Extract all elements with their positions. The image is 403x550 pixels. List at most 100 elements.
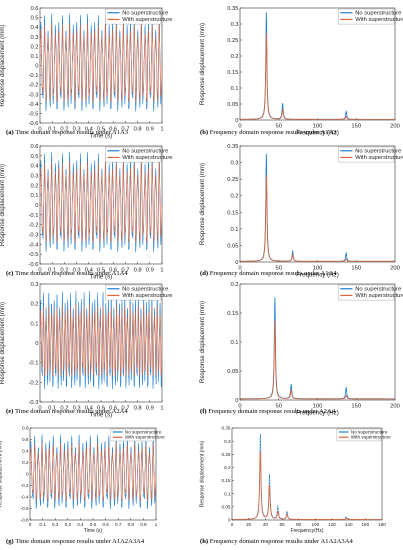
- caption-c: (c) Time domain response results under A…: [6, 270, 128, 277]
- y-tick-label: -0.8: [21, 518, 29, 523]
- y-tick-label: 0.3: [230, 161, 238, 167]
- legend-entry: No superstructure: [122, 287, 168, 293]
- x-tick-label: 20: [246, 522, 252, 527]
- y-tick-label: -0.1: [29, 73, 39, 79]
- y-tick-label: -0.5: [29, 111, 39, 117]
- x-axis-label: Time (s): [90, 133, 112, 140]
- x-tick-label: 0.7: [115, 522, 122, 527]
- y-tick-label: -0.3: [29, 92, 39, 98]
- caption-letter: (b): [200, 129, 210, 136]
- x-tick-label: 0.4: [77, 522, 84, 527]
- y-tick-label: 0.3: [30, 35, 38, 41]
- x-axis-label: Time (s): [84, 528, 102, 534]
- y-tick-label: 0.1: [30, 321, 38, 327]
- x-tick-label: 100: [311, 522, 319, 527]
- y-tick-label: 0: [26, 472, 29, 477]
- y-tick-label: 0.3: [30, 282, 38, 288]
- x-tick-label: 0.2: [60, 405, 68, 411]
- series-group: [232, 433, 382, 520]
- series-line-with-superstructure: [40, 23, 162, 103]
- plot-area: [239, 145, 396, 263]
- y-tick-label: 0: [235, 118, 238, 124]
- legend-entry: No superstructure: [125, 429, 162, 434]
- x-tick-label: 0.5: [97, 267, 105, 273]
- legend-entry: No superstructure: [122, 11, 168, 17]
- y-tick-label: -0.2: [29, 380, 39, 386]
- y-axis-label: Response displacement (mm): [0, 440, 3, 507]
- x-tick-label: 140: [345, 522, 353, 527]
- y-tick-label: 0.1: [224, 491, 231, 496]
- y-tick-label: 0.25: [227, 38, 238, 44]
- x-tick-label: 1: [160, 126, 163, 132]
- x-tick-label: 0.4: [85, 126, 94, 132]
- y-tick-label: 0: [228, 518, 231, 523]
- caption-g: (g) Time domain response results under A…: [6, 538, 145, 545]
- plot-area: [239, 283, 396, 401]
- series-group: [40, 151, 162, 253]
- x-axis-label: Frequency(Hz): [290, 528, 323, 534]
- x-tick-label: 100: [313, 403, 323, 409]
- x-tick-label: 50: [276, 265, 282, 271]
- x-tick-label: 0.5: [97, 126, 105, 132]
- y-tick-label: 0.05: [227, 369, 238, 375]
- x-tick-label: 0.8: [134, 126, 142, 132]
- x-tick-label: 0.2: [60, 267, 68, 273]
- y-tick-label: 0.35: [227, 144, 238, 150]
- legend-entry: With superstructure: [122, 155, 172, 161]
- y-tick-label: 0.1: [30, 54, 38, 60]
- x-tick-label: 150: [351, 403, 361, 409]
- x-tick-label: 0.1: [48, 126, 56, 132]
- x-tick-label: 0.7: [121, 405, 129, 411]
- y-tick-label: 0.15: [222, 478, 231, 483]
- x-tick-label: 0.8: [128, 522, 135, 527]
- y-tick-label: 0.2: [30, 44, 38, 50]
- y-tick-label: 0.6: [30, 6, 38, 12]
- x-tick-label: 0: [238, 265, 241, 271]
- caption-text: Frequency domain response results under …: [208, 408, 336, 415]
- x-axis-label: Time (s): [90, 274, 112, 281]
- y-tick-label: 0.2: [230, 194, 238, 200]
- x-tick-label: 0.1: [39, 522, 46, 527]
- y-tick-label: 0: [235, 398, 238, 404]
- caption-text: Frequency domain response results under …: [210, 129, 338, 136]
- y-tick-label: 0.5: [30, 16, 38, 22]
- x-tick-label: 100: [313, 123, 323, 129]
- y-tick-label: 0.3: [224, 439, 231, 444]
- y-tick-label: -0.6: [29, 262, 39, 268]
- x-tick-label: 0.6: [109, 267, 117, 273]
- legend-entry: With superstructure: [355, 17, 403, 23]
- panel-c: 0 0.1 0.2 0.3 0.4 0.5 0.6 0.7 0.8 0.9 1-0.6-0.5-0.…: [0, 144, 173, 281]
- legend-box: [110, 428, 156, 442]
- panel-d: 0 50 100 150 200 0 0.05 0.1 0.15 0.2 0.25 0.3 0.35 Fr…: [199, 144, 403, 279]
- caption-text: Time domain response results under A1A2A…: [15, 538, 145, 545]
- x-tick-label: 0: [38, 405, 41, 411]
- series-line-with-superstructure: [240, 32, 395, 120]
- panel-h: 0 20 40 60 80 100 120 140 160 180 0 0.05 0.1 0.15 0.2 0…: [199, 426, 391, 535]
- caption-letter: (h): [200, 538, 210, 545]
- y-axis-label: Response displacement (mm): [0, 164, 6, 246]
- legend-entry: No superstructure: [355, 11, 401, 17]
- caption-letter: (g): [6, 538, 15, 545]
- y-axis-label: Response displacement (mm): [199, 301, 206, 383]
- x-tick-label: 0: [38, 126, 41, 132]
- x-tick-label: 0: [231, 522, 234, 527]
- y-tick-label: 0.25: [222, 452, 231, 457]
- x-tick-label: 0.2: [52, 522, 59, 527]
- y-tick-label: 0.05: [222, 504, 231, 509]
- y-tick-label: -0.2: [21, 483, 29, 488]
- caption-d: (d) Frequency domain response results un…: [200, 270, 337, 277]
- caption-text: Frequency domain response results under …: [210, 538, 354, 545]
- x-tick-label: 0.5: [97, 405, 105, 411]
- x-tick-label: 0.4: [85, 267, 94, 273]
- y-tick-label: 0.05: [227, 102, 238, 108]
- y-tick-label: 0: [35, 64, 38, 70]
- x-tick-label: 60: [279, 522, 285, 527]
- x-tick-label: 1: [160, 405, 163, 411]
- x-tick-label: 0.9: [140, 522, 147, 527]
- legend-entry: With superstructure: [122, 293, 172, 299]
- y-tick-label: -0.3: [29, 233, 39, 239]
